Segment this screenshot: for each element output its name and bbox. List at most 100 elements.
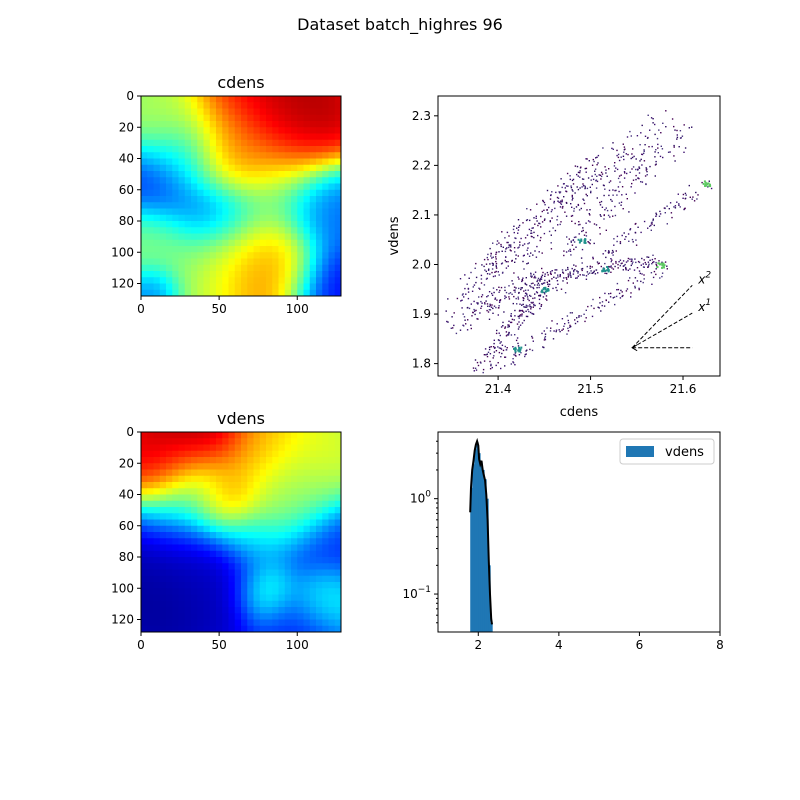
scatter-point	[580, 315, 582, 317]
cdens-heatmap-cell	[216, 189, 223, 197]
cdens-heatmap-cell	[159, 96, 167, 103]
scatter-point	[562, 280, 564, 282]
cdens-heatmap-cell	[147, 139, 154, 147]
cdens-heatmap-cell	[322, 189, 329, 197]
scatter-point	[536, 245, 538, 248]
cdens-heatmap-cell	[297, 108, 304, 116]
vdens-heatmap-cell	[172, 513, 179, 520]
cdens-heatmap-cell	[147, 183, 154, 191]
vdens-heatmap-cell	[297, 569, 304, 577]
scatter-point	[661, 261, 663, 263]
scatter-point	[655, 160, 657, 163]
scatter-dense-point	[583, 241, 586, 244]
scatter-dense-point	[547, 289, 550, 292]
vdens-heatmap-cell	[309, 625, 317, 633]
cdens-heatmap-cell	[159, 196, 167, 203]
vdens-heatmap-cell	[197, 469, 204, 477]
vdens-heatmap-cell	[147, 582, 154, 589]
cdens-heatmap-cell	[291, 271, 298, 278]
scatter-point	[616, 194, 618, 196]
cdens-heatmap-cell	[191, 239, 198, 247]
cdens-heatmap-cell	[234, 283, 242, 291]
cdens-heatmap-cell	[303, 152, 311, 159]
vdens-heatmap-cell	[141, 619, 148, 627]
scatter-point	[504, 250, 507, 253]
cdens-heatmap-cell	[259, 258, 267, 266]
scatter-point	[611, 249, 614, 252]
histogram-bar	[484, 479, 487, 632]
cdens-heatmap-cell	[222, 152, 229, 159]
cdens-heatmap-cell	[259, 108, 267, 116]
cdens-heatmap-cell	[209, 233, 217, 241]
vdens-heatmap-cell	[178, 469, 186, 477]
vdens-heatmap-cell	[166, 532, 173, 539]
cdens-heatmap-cell	[197, 177, 204, 184]
scatter-point	[613, 165, 616, 167]
cdens-heatmap-cell	[209, 139, 217, 147]
cdens-heatmap-cell	[153, 96, 161, 103]
cdens-heatmap-cell	[253, 196, 261, 203]
vdens-heatmap-cell	[247, 538, 254, 545]
scatter-point	[473, 370, 475, 372]
vdens-heatmap-cell	[284, 469, 292, 477]
scatter-point	[521, 315, 523, 317]
scatter-point	[576, 165, 579, 168]
cdens-heatmap-cell	[272, 146, 279, 153]
cdens-heatmap-cell	[153, 139, 161, 147]
cdens-heatmap-cell	[209, 227, 217, 234]
scatter-point	[542, 346, 544, 348]
scatter-point	[485, 300, 487, 302]
cdens-heatmap-cell	[184, 214, 192, 222]
vdens-heatmap-cell	[278, 544, 286, 552]
cdens-heatmap-cell	[297, 177, 304, 184]
cdens-heatmap-cell	[172, 264, 179, 272]
scatter-point	[512, 362, 515, 364]
scatter-point	[493, 305, 496, 307]
vdens-heatmap-cell	[216, 575, 223, 583]
cdens-heatmap-cell	[197, 246, 204, 253]
scatter-point	[618, 175, 621, 177]
cdens-heatmap-cell	[328, 283, 336, 291]
scatter-point	[683, 124, 685, 126]
cdens-heatmap-cell	[253, 139, 261, 147]
cdens-heatmap-cell	[209, 208, 217, 216]
vdens-heatmap-cell	[234, 444, 242, 452]
cdens-heatmap-cell	[316, 208, 323, 216]
cdens-heatmap-cell	[234, 196, 242, 203]
cdens-heatmap-cell	[297, 121, 304, 128]
cdens-heatmap-cell	[309, 227, 317, 234]
scatter-xtick-label: 21.4	[485, 382, 512, 396]
vdens-heatmap-cell	[328, 519, 336, 527]
scatter-point	[643, 149, 645, 151]
cdens-heatmap-cell	[172, 127, 179, 134]
cdens-heatmap-cell	[284, 108, 292, 116]
scatter-point	[592, 258, 594, 260]
vdens-heatmap-cell	[334, 494, 342, 502]
cdens-heatmap-cell	[166, 164, 173, 172]
scatter-point	[539, 239, 541, 242]
vdens-heatmap-cell	[191, 444, 198, 452]
scatter-point	[570, 325, 572, 328]
vdens-heatmap-cell	[297, 538, 304, 545]
scatter-point	[606, 209, 609, 212]
cdens-heatmap-cells	[141, 96, 342, 297]
vdens-heatmap-cell	[241, 582, 248, 589]
cdens-heatmap-cell	[216, 264, 223, 272]
cdens-heatmap-cell	[172, 202, 179, 209]
scatter-dense-point	[606, 266, 609, 268]
scatter-point	[517, 298, 520, 300]
scatter-point	[586, 158, 588, 160]
cdens-heatmap-cell	[166, 271, 173, 278]
scatter-point	[710, 187, 713, 190]
vdens-heatmap-cell	[147, 482, 154, 489]
vdens-heatmap-cell	[297, 475, 304, 483]
scatter-dense-point	[661, 266, 663, 269]
scatter-point	[577, 224, 580, 226]
vdens-heatmap-cell	[184, 600, 192, 608]
vdens-heatmap-cell	[153, 625, 161, 633]
cdens-heatmap-cell	[328, 108, 336, 116]
cdens-heatmap-cell	[247, 96, 254, 103]
scatter-point	[559, 206, 562, 208]
cdens-heatmap-cell	[178, 271, 186, 278]
